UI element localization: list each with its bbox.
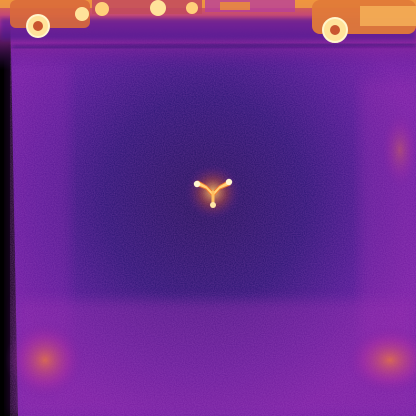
vehicle-center-left (92, 0, 202, 16)
warm-patch-bottom-left (5, 320, 85, 400)
vehicle-center-right (205, 0, 295, 12)
drone-heat-signature (185, 164, 241, 220)
